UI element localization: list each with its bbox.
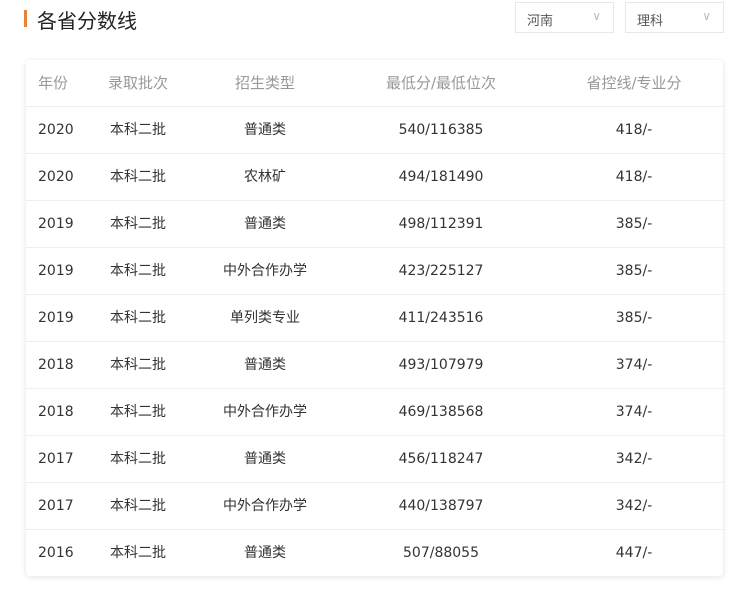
cell-control-line: 385/- — [615, 216, 653, 232]
cell-batch: 本科二批 — [110, 498, 166, 514]
subject-select[interactable]: 理科 ∨ — [625, 2, 724, 33]
cell-control-line: 447/- — [615, 545, 653, 561]
cell-type: 普通类 — [244, 122, 286, 138]
cell-batch: 本科二批 — [110, 263, 166, 279]
cell-year: 2016 — [38, 545, 74, 561]
cell-control-line: 385/- — [615, 310, 653, 326]
table-row: 2019 本科二批 中外合作办学 423/225127 385/- — [26, 248, 723, 295]
cell-min-score: 456/118247 — [398, 451, 484, 467]
cell-control-line: 342/- — [615, 498, 653, 514]
header-type: 招生类型 — [235, 74, 296, 92]
table-row: 2016 本科二批 普通类 507/88055 447/- — [26, 530, 723, 577]
header-year: 年份 — [38, 74, 69, 92]
cell-min-score: 498/112391 — [398, 216, 484, 232]
cell-year: 2020 — [38, 122, 74, 138]
cell-control-line: 418/- — [615, 169, 653, 185]
cell-batch: 本科二批 — [110, 357, 166, 373]
cell-batch: 本科二批 — [110, 451, 166, 467]
cell-min-score: 440/138797 — [398, 498, 484, 514]
cell-type: 普通类 — [244, 545, 286, 561]
province-value: 河南 — [527, 14, 554, 29]
page-title: 各省分数线 — [37, 9, 137, 33]
cell-type: 普通类 — [244, 357, 286, 373]
cell-control-line: 374/- — [615, 357, 653, 373]
chevron-down-icon: ∨ — [592, 9, 601, 23]
cell-min-score: 494/181490 — [398, 169, 484, 185]
cell-min-score: 411/243516 — [398, 310, 484, 326]
cell-min-score: 469/138568 — [398, 404, 484, 420]
province-select[interactable]: 河南 ∨ — [515, 2, 614, 33]
cell-min-score: 493/107979 — [398, 357, 484, 373]
header-min-score: 最低分/最低位次 — [385, 74, 497, 92]
cell-type: 普通类 — [244, 451, 286, 467]
cell-batch: 本科二批 — [110, 169, 166, 185]
header-control-line: 省控线/专业分 — [586, 74, 682, 92]
cell-batch: 本科二批 — [110, 216, 166, 232]
cell-year: 2018 — [38, 404, 74, 420]
cell-year: 2019 — [38, 216, 74, 232]
cell-year: 2017 — [38, 451, 74, 467]
cell-year: 2019 — [38, 310, 74, 326]
cell-control-line: 418/- — [615, 122, 653, 138]
chevron-down-icon: ∨ — [702, 9, 711, 23]
cell-year: 2018 — [38, 357, 74, 373]
cell-type: 农林矿 — [244, 169, 286, 185]
table-row: 2018 本科二批 普通类 493/107979 374/- — [26, 342, 723, 389]
cell-type: 中外合作办学 — [223, 263, 307, 279]
cell-type: 中外合作办学 — [223, 404, 307, 420]
table-row: 2020 本科二批 普通类 540/116385 418/- — [26, 107, 723, 154]
header-batch: 录取批次 — [108, 74, 169, 92]
cell-year: 2019 — [38, 263, 74, 279]
cell-year: 2020 — [38, 169, 74, 185]
table-row: 2019 本科二批 普通类 498/112391 385/- — [26, 201, 723, 248]
table-row: 2018 本科二批 中外合作办学 469/138568 374/- — [26, 389, 723, 436]
cell-type: 中外合作办学 — [223, 498, 307, 514]
cell-batch: 本科二批 — [110, 545, 166, 561]
score-table: 年份 录取批次 招生类型 最低分/最低位次 省控线/专业分 2020 本科二批 普通… — [26, 60, 723, 576]
table-row: 2017 本科二批 普通类 456/118247 342/- — [26, 436, 723, 483]
cell-min-score: 507/88055 — [403, 545, 479, 561]
cell-control-line: 374/- — [615, 404, 653, 420]
cell-min-score: 540/116385 — [398, 122, 484, 138]
table-header: 年份 录取批次 招生类型 最低分/最低位次 省控线/专业分 — [26, 60, 723, 107]
cell-batch: 本科二批 — [110, 310, 166, 326]
cell-control-line: 342/- — [615, 451, 653, 467]
table-row: 2017 本科二批 中外合作办学 440/138797 342/- — [26, 483, 723, 530]
title-accent-bar — [24, 10, 27, 27]
cell-year: 2017 — [38, 498, 74, 514]
subject-value: 理科 — [637, 14, 664, 29]
cell-type: 单列类专业 — [230, 310, 300, 326]
cell-batch: 本科二批 — [110, 404, 166, 420]
table-row: 2019 本科二批 单列类专业 411/243516 385/- — [26, 295, 723, 342]
cell-type: 普通类 — [244, 216, 286, 232]
cell-min-score: 423/225127 — [398, 263, 484, 279]
table-row: 2020 本科二批 农林矿 494/181490 418/- — [26, 154, 723, 201]
cell-control-line: 385/- — [615, 263, 653, 279]
cell-batch: 本科二批 — [110, 122, 166, 138]
